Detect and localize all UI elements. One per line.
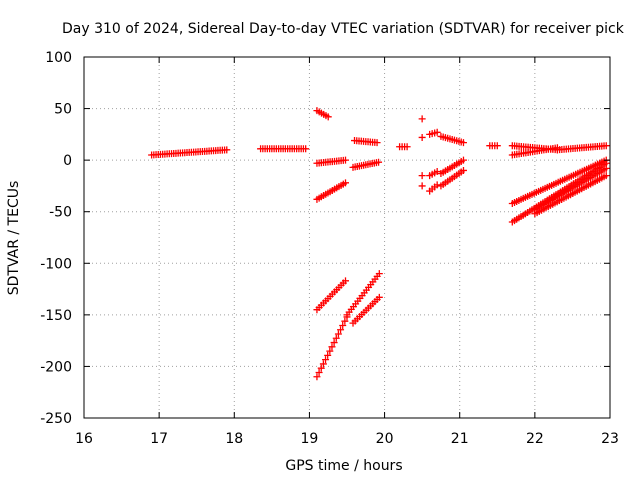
y-tick-labels: 100 50 0 -50 -100 -150 -200 -250 bbox=[40, 50, 72, 427]
x-tick-label: 18 bbox=[225, 431, 243, 447]
series-track-q bbox=[426, 167, 441, 180]
data-point-marker bbox=[602, 164, 610, 172]
data-point-marker bbox=[319, 360, 327, 368]
series-track-k bbox=[349, 293, 383, 327]
data-point-marker bbox=[341, 179, 349, 187]
series-track-u bbox=[486, 142, 501, 150]
x-tick-label: 21 bbox=[451, 431, 469, 447]
data-point-marker bbox=[602, 172, 610, 180]
series-track-w bbox=[508, 144, 561, 159]
x-tick-label: 16 bbox=[75, 431, 93, 447]
chart-title: Day 310 of 2024, Sidereal Day-to-day VTE… bbox=[62, 21, 625, 37]
series-track-o bbox=[426, 128, 441, 138]
data-point-marker bbox=[223, 146, 231, 154]
y-axis-label: SDTVAR / TECUs bbox=[6, 181, 22, 296]
series-track-n bbox=[418, 172, 426, 190]
data-point-marker bbox=[341, 156, 349, 164]
data-point-marker bbox=[433, 167, 441, 175]
data-point-marker bbox=[330, 339, 338, 347]
y-tick-label: 0 bbox=[63, 153, 72, 169]
y-tick-label: -50 bbox=[49, 205, 72, 221]
x-tick-label: 20 bbox=[376, 431, 394, 447]
data-point-marker bbox=[332, 334, 340, 342]
data-point-marker bbox=[337, 326, 345, 334]
data-point-marker bbox=[324, 113, 332, 121]
grid-lines bbox=[84, 57, 610, 418]
data-point-marker bbox=[373, 139, 381, 147]
data-point-marker bbox=[341, 317, 349, 325]
series-track-h bbox=[351, 137, 381, 147]
axis-ticks bbox=[83, 56, 611, 419]
data-point-marker bbox=[317, 364, 325, 372]
data-points bbox=[148, 107, 610, 381]
series-track-r bbox=[437, 132, 467, 147]
data-point-marker bbox=[315, 368, 323, 376]
data-point-marker bbox=[322, 356, 330, 364]
data-point-marker bbox=[418, 172, 426, 180]
series-track-a bbox=[148, 146, 231, 159]
series-track-z bbox=[508, 156, 610, 207]
y-tick-label: 100 bbox=[45, 50, 72, 66]
y-tick-label: 50 bbox=[54, 102, 72, 118]
data-point-marker bbox=[433, 128, 441, 136]
x-tick-label: 23 bbox=[601, 431, 619, 447]
data-point-marker bbox=[375, 270, 383, 278]
y-tick-label: -150 bbox=[40, 308, 72, 324]
series-track-m bbox=[418, 115, 426, 141]
data-point-marker bbox=[339, 321, 347, 329]
series-track-i bbox=[349, 158, 383, 171]
data-point-marker bbox=[375, 293, 383, 301]
data-point-marker bbox=[459, 139, 467, 147]
data-point-marker bbox=[375, 158, 383, 166]
data-point-marker bbox=[324, 351, 332, 359]
data-point-marker bbox=[459, 166, 467, 174]
x-tick-label: 22 bbox=[526, 431, 544, 447]
series-track-b bbox=[257, 145, 310, 153]
x-axis-label: GPS time / hours bbox=[285, 458, 402, 474]
data-point-marker bbox=[403, 143, 411, 151]
series-track-ab bbox=[531, 172, 610, 218]
data-point-marker bbox=[493, 142, 501, 150]
data-point-marker bbox=[313, 373, 321, 381]
data-point-marker bbox=[341, 277, 349, 285]
y-tick-label: -100 bbox=[40, 256, 72, 272]
data-point-marker bbox=[326, 347, 334, 355]
data-point-marker bbox=[418, 115, 426, 123]
series-track-l bbox=[396, 143, 411, 151]
x-tick-label: 19 bbox=[301, 431, 319, 447]
data-point-marker bbox=[418, 133, 426, 141]
x-tick-labels: 16 17 18 19 20 21 22 23 bbox=[75, 431, 619, 447]
data-point-marker bbox=[334, 330, 342, 338]
series-track-g bbox=[313, 313, 351, 381]
series-track-e bbox=[313, 179, 349, 203]
series-track-f bbox=[313, 277, 349, 314]
data-point-marker bbox=[418, 182, 426, 190]
data-point-marker bbox=[433, 181, 441, 189]
series-track-x bbox=[553, 142, 610, 154]
data-point-marker bbox=[602, 142, 610, 150]
series-track-s bbox=[437, 156, 467, 178]
plot-frame bbox=[83, 56, 611, 419]
data-point-marker bbox=[459, 156, 467, 164]
series-track-d bbox=[313, 156, 349, 167]
series-track-t bbox=[437, 166, 467, 190]
x-tick-label: 17 bbox=[150, 431, 168, 447]
series-track-j bbox=[343, 270, 383, 319]
data-point-marker bbox=[328, 343, 336, 351]
data-point-marker bbox=[302, 145, 310, 153]
y-tick-label: -200 bbox=[40, 359, 72, 375]
series-track-p bbox=[426, 181, 441, 195]
y-tick-label: -250 bbox=[40, 411, 72, 427]
series-track-c bbox=[313, 107, 332, 121]
